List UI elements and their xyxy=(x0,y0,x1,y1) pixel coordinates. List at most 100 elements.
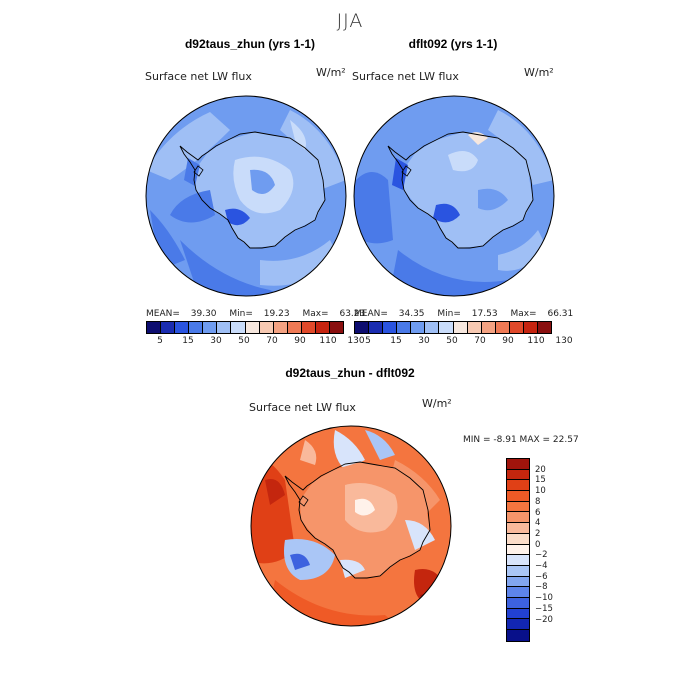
colorbar-tick-label: 70 xyxy=(266,336,278,346)
colorbar-swatch xyxy=(507,576,529,588)
left-stats: MEAN= 39.30 Min= 19.23 Max= 63.23 xyxy=(146,309,365,319)
figure-title: JJA xyxy=(336,10,364,32)
diff-stats: MIN = -8.91 MAX = 22.57 xyxy=(463,435,579,445)
colorbar-tick-label: 110 xyxy=(527,336,545,346)
left-stats-max-label: Max= xyxy=(302,309,329,319)
colorbar-tick-label: 5 xyxy=(157,336,163,346)
colorbar-swatch xyxy=(217,322,232,333)
colorbar-swatch xyxy=(231,322,246,333)
right-panel-title: dflt092 (yrs 1-1) xyxy=(408,37,498,51)
colorbar-swatch xyxy=(507,587,529,598)
colorbar-tick-label: 30 xyxy=(210,336,222,346)
colorbar-tick-label: 70 xyxy=(474,336,486,346)
colorbar-swatch xyxy=(507,501,529,513)
colorbar-swatch xyxy=(507,597,529,609)
colorbar-tick-label: 90 xyxy=(502,336,514,346)
colorbar-swatch xyxy=(301,322,316,333)
diff-variable-label: Surface net LW flux xyxy=(249,401,356,414)
colorbar-swatch xyxy=(507,512,529,524)
colorbar-swatch xyxy=(355,322,370,333)
colorbar-swatch xyxy=(507,555,529,566)
colorbar-swatch xyxy=(507,523,529,534)
colorbar-tick-label: −10 xyxy=(535,593,553,604)
colorbar-swatch xyxy=(189,322,204,333)
colorbar-swatch xyxy=(467,322,482,333)
right-variable-label: Surface net LW flux xyxy=(352,70,459,83)
colorbar-swatch xyxy=(509,322,524,333)
right-stats-mean-label: MEAN= xyxy=(354,309,388,319)
diff-colorbar xyxy=(506,458,530,642)
colorbar-swatch xyxy=(523,322,539,333)
colorbar-swatch xyxy=(507,491,529,502)
colorbar-swatch xyxy=(259,322,274,333)
colorbar-swatch xyxy=(481,322,496,333)
colorbar-tick-label: 5 xyxy=(365,336,371,346)
colorbar-tick-label: −20 xyxy=(535,614,553,625)
colorbar-swatch xyxy=(507,533,529,545)
colorbar-tick-label: 10 xyxy=(535,486,546,497)
colorbar-swatch xyxy=(538,322,552,333)
colorbar-tick-label: 0 xyxy=(535,539,541,550)
colorbar-swatch xyxy=(161,322,176,333)
colorbar-swatch xyxy=(507,608,529,620)
colorbar-swatch xyxy=(203,322,218,333)
left-colorbar-labels: 5 15 30 50 70 90 110 130 xyxy=(146,336,364,348)
colorbar-swatch xyxy=(507,630,529,641)
colorbar-tick-label: −4 xyxy=(535,561,548,571)
colorbar-tick-label: 50 xyxy=(238,336,250,346)
colorbar-swatch xyxy=(495,322,510,333)
diff-units-label: W/m² xyxy=(422,397,452,410)
colorbar-tick-label: 20 xyxy=(535,464,546,475)
left-stats-mean-label: MEAN= xyxy=(146,309,180,319)
diff-panel-title: d92taus_zhun - dflt092 xyxy=(285,366,415,380)
right-stats-max: 66.31 xyxy=(547,309,574,319)
colorbar-tick-label: 4 xyxy=(535,518,541,529)
colorbar-swatch xyxy=(397,322,412,333)
colorbar-swatch xyxy=(287,322,302,333)
colorbar-swatch xyxy=(147,322,162,333)
left-units-label: W/m² xyxy=(316,66,346,79)
diff-colorbar-labels: 20 15 10 8 6 4 2 0 −2 −4 −6 −8 −10 −15 −20 xyxy=(535,458,575,640)
colorbar-tick-label: 130 xyxy=(555,336,573,346)
left-stats-min-label: Min= xyxy=(229,309,253,319)
colorbar-tick-label: 15 xyxy=(182,336,194,346)
right-colorbar xyxy=(354,321,552,334)
right-units-label: W/m² xyxy=(524,66,554,79)
colorbar-tick-label: 50 xyxy=(446,336,458,346)
colorbar-tick-label: 110 xyxy=(319,336,337,346)
left-variable-label: Surface net LW flux xyxy=(145,70,252,83)
colorbar-tick-label: −15 xyxy=(535,603,553,614)
colorbar-swatch xyxy=(245,322,260,333)
colorbar-swatch xyxy=(273,322,288,333)
diff-polar-map xyxy=(250,425,452,627)
colorbar-tick-label: 15 xyxy=(390,336,402,346)
colorbar-tick-label: −8 xyxy=(535,582,548,593)
colorbar-tick-label: 8 xyxy=(535,496,541,507)
colorbar-swatch xyxy=(507,619,529,630)
colorbar-tick-label: 6 xyxy=(535,507,541,518)
right-colorbar-labels: 5 15 30 50 70 90 110 130 xyxy=(354,336,572,348)
colorbar-swatch xyxy=(369,322,384,333)
colorbar-swatch xyxy=(507,565,529,577)
colorbar-swatch xyxy=(507,459,529,470)
left-colorbar xyxy=(146,321,344,334)
colorbar-tick-label: 2 xyxy=(535,528,541,539)
colorbar-tick-label: 30 xyxy=(418,336,430,346)
colorbar-swatch xyxy=(330,322,344,333)
colorbar-tick-label: −2 xyxy=(535,550,548,561)
colorbar-tick-label: −6 xyxy=(535,571,548,582)
right-stats-max-label: Max= xyxy=(510,309,537,319)
right-stats-min: 17.53 xyxy=(471,309,498,319)
colorbar-swatch xyxy=(411,322,426,333)
right-stats-mean: 34.35 xyxy=(398,309,425,319)
colorbar-tick-label: 15 xyxy=(535,475,546,486)
right-stats: MEAN= 34.35 Min= 17.53 Max= 66.31 xyxy=(354,309,573,319)
colorbar-swatch xyxy=(383,322,398,333)
left-stats-mean: 39.30 xyxy=(190,309,217,319)
colorbar-tick-label: 130 xyxy=(347,336,365,346)
left-polar-map xyxy=(145,95,347,297)
left-panel-title: d92taus_zhun (yrs 1-1) xyxy=(184,37,316,51)
colorbar-swatch xyxy=(175,322,190,333)
colorbar-swatch xyxy=(315,322,331,333)
colorbar-swatch xyxy=(507,480,529,492)
